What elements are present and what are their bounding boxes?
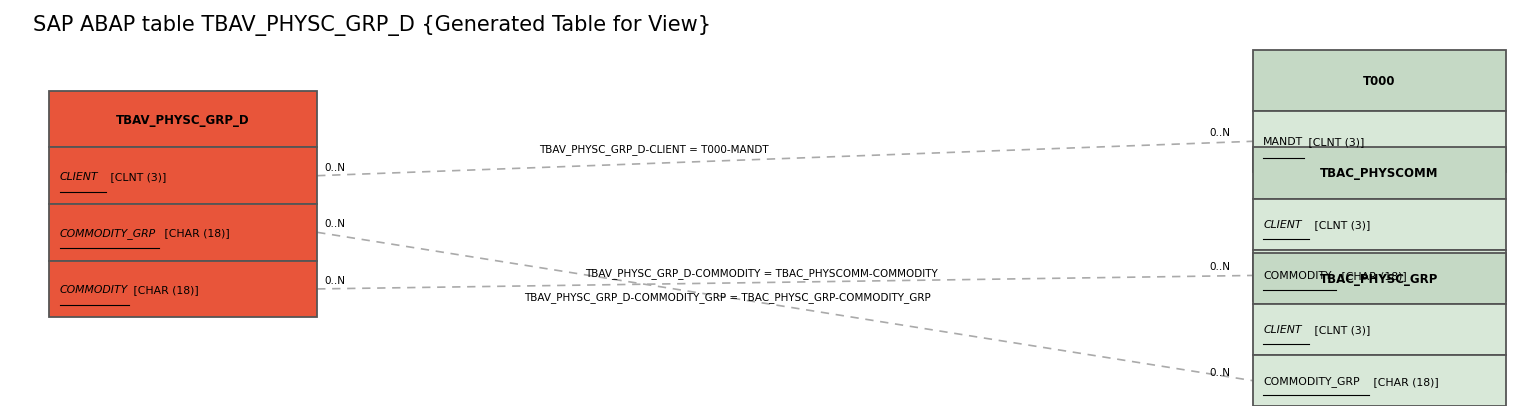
Text: COMMODITY_GRP: COMMODITY_GRP [60, 227, 155, 238]
Text: [CLNT (3)]: [CLNT (3)] [1305, 137, 1365, 147]
Text: 0..N: 0..N [1210, 128, 1231, 138]
Text: COMMODITY: COMMODITY [1264, 271, 1331, 281]
Text: CLIENT: CLIENT [1264, 220, 1302, 230]
FancyBboxPatch shape [1253, 199, 1505, 250]
FancyBboxPatch shape [49, 261, 317, 317]
FancyBboxPatch shape [1253, 355, 1505, 406]
Text: COMMODITY: COMMODITY [60, 284, 128, 294]
Text: 0..N: 0..N [325, 219, 346, 229]
FancyBboxPatch shape [1253, 112, 1505, 172]
Text: TBAV_PHYSC_GRP_D-COMMODITY_GRP = TBAC_PHYSC_GRP-COMMODITY_GRP: TBAV_PHYSC_GRP_D-COMMODITY_GRP = TBAC_PH… [525, 292, 931, 303]
FancyBboxPatch shape [49, 204, 317, 261]
Text: TBAV_PHYSC_GRP_D-CLIENT = T000-MANDT: TBAV_PHYSC_GRP_D-CLIENT = T000-MANDT [540, 144, 770, 155]
Text: [CLNT (3)]: [CLNT (3)] [1311, 220, 1370, 230]
Text: [CLNT (3)]: [CLNT (3)] [108, 171, 166, 181]
Text: TBAV_PHYSC_GRP_D: TBAV_PHYSC_GRP_D [115, 113, 249, 126]
Text: CLIENT: CLIENT [1264, 325, 1302, 335]
Text: TBAC_PHYSCOMM: TBAC_PHYSCOMM [1320, 167, 1439, 180]
Text: TBAC_PHYSC_GRP: TBAC_PHYSC_GRP [1320, 272, 1439, 285]
Text: [CHAR (18)]: [CHAR (18)] [160, 228, 229, 238]
Text: [CHAR (18)]: [CHAR (18)] [1370, 376, 1439, 386]
Text: 0..N: 0..N [325, 275, 346, 285]
Text: TBAV_PHYSC_GRP_D-COMMODITY = TBAC_PHYSCOMM-COMMODITY: TBAV_PHYSC_GRP_D-COMMODITY = TBAC_PHYSCO… [585, 267, 939, 279]
FancyBboxPatch shape [1253, 250, 1505, 301]
FancyBboxPatch shape [1253, 51, 1505, 112]
FancyBboxPatch shape [1253, 304, 1505, 355]
Text: SAP ABAP table TBAV_PHYSC_GRP_D {Generated Table for View}: SAP ABAP table TBAV_PHYSC_GRP_D {Generat… [34, 15, 711, 36]
Text: COMMODITY_GRP: COMMODITY_GRP [1264, 375, 1360, 386]
FancyBboxPatch shape [1253, 253, 1505, 304]
Text: [CLNT (3)]: [CLNT (3)] [1311, 325, 1370, 335]
Text: 0..N: 0..N [325, 162, 346, 172]
Text: [CHAR (18)]: [CHAR (18)] [131, 284, 199, 294]
Text: [CHAR (18)]: [CHAR (18)] [1337, 271, 1407, 281]
Text: 0..N: 0..N [1210, 262, 1231, 272]
FancyBboxPatch shape [49, 148, 317, 204]
Text: 0..N: 0..N [1210, 366, 1231, 377]
Text: MANDT: MANDT [1264, 137, 1304, 147]
Text: T000: T000 [1364, 75, 1396, 88]
FancyBboxPatch shape [49, 92, 317, 148]
Text: CLIENT: CLIENT [60, 171, 98, 181]
FancyBboxPatch shape [1253, 148, 1505, 199]
